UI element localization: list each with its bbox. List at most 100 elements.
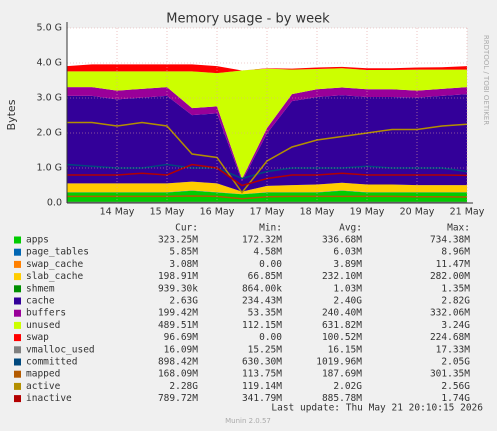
stat-value: 3.89M bbox=[333, 259, 362, 270]
legend-label: shmem bbox=[26, 283, 55, 294]
stat-value: 3.24G bbox=[441, 320, 470, 331]
legend-swatch bbox=[14, 395, 21, 403]
stat-value: 631.82M bbox=[322, 320, 362, 331]
stat-value: 168.09M bbox=[158, 369, 198, 380]
legend-swatch bbox=[14, 346, 21, 354]
stat-value: 119.14M bbox=[242, 381, 282, 392]
legend-label: active bbox=[26, 381, 61, 392]
legend-label: buffers bbox=[26, 308, 66, 319]
x-tick-label: 21 May bbox=[450, 207, 485, 218]
stat-value: 6.03M bbox=[333, 247, 362, 258]
stat-value: 66.85M bbox=[248, 271, 283, 282]
chart-title: Memory usage - by week bbox=[166, 12, 330, 27]
legend-label: inactive bbox=[26, 393, 72, 404]
stat-value: 323.25M bbox=[158, 235, 198, 246]
y-tick-label: 2.0 G bbox=[37, 128, 63, 139]
legend-label: page_tables bbox=[26, 247, 89, 258]
stat-value: 341.79M bbox=[242, 393, 282, 404]
stat-value: 301.35M bbox=[430, 369, 470, 380]
legend-swatch bbox=[14, 358, 21, 366]
stat-value: 96.69M bbox=[164, 332, 199, 343]
stat-value: 898.42M bbox=[158, 357, 198, 368]
y-tick-label: 5.0 G bbox=[37, 23, 63, 34]
legend-swatch bbox=[14, 309, 21, 317]
stat-value: 939.30k bbox=[158, 283, 198, 294]
stat-value: 8.96M bbox=[441, 247, 470, 258]
legend-label: vmalloc_used bbox=[26, 344, 95, 355]
stat-header: Cur: bbox=[175, 223, 198, 234]
legend-label: cache bbox=[26, 296, 55, 307]
stat-value: 864.00k bbox=[242, 283, 282, 294]
x-tick-label: 18 May bbox=[300, 207, 335, 218]
stat-value: 17.33M bbox=[436, 344, 471, 355]
legend-swatch bbox=[14, 236, 21, 244]
stat-value: 332.06M bbox=[430, 308, 470, 319]
y-tick-label: 3.0 G bbox=[37, 93, 63, 104]
side-text: RRDTOOL / TOBI OETIKER bbox=[482, 35, 490, 125]
x-tick-label: 20 May bbox=[400, 207, 435, 218]
last-update: Last update: Thu May 21 20:10:15 2026 bbox=[271, 403, 483, 414]
y-tick-label: 4.0 G bbox=[37, 58, 63, 69]
stat-value: 187.69M bbox=[322, 369, 362, 380]
legend-swatch bbox=[14, 370, 21, 378]
legend-swatch bbox=[14, 248, 21, 256]
legend-swatch bbox=[14, 321, 21, 329]
version: Munin 2.0.57 bbox=[225, 417, 271, 425]
stat-value: 16.15M bbox=[328, 344, 363, 355]
stat-value: 15.25M bbox=[248, 344, 283, 355]
stat-value: 336.68M bbox=[322, 235, 362, 246]
stat-header: Max: bbox=[447, 223, 470, 234]
area bbox=[67, 68, 467, 179]
stat-value: 2.63G bbox=[169, 296, 198, 307]
x-tick-label: 17 May bbox=[250, 207, 285, 218]
stat-value: 53.35M bbox=[248, 308, 283, 319]
stat-value: 2.82G bbox=[441, 296, 470, 307]
legend-swatch bbox=[14, 297, 21, 305]
x-tick-label: 15 May bbox=[150, 207, 185, 218]
stat-value: 16.09M bbox=[164, 344, 199, 355]
stat-value: 1.74G bbox=[441, 393, 470, 404]
legend-label: unused bbox=[26, 320, 60, 331]
stat-value: 2.02G bbox=[333, 381, 362, 392]
legend-swatch bbox=[14, 260, 21, 268]
stat-value: 4.58M bbox=[253, 247, 282, 258]
legend-label: slab_cache bbox=[26, 271, 83, 282]
stat-value: 199.42M bbox=[158, 308, 198, 319]
stat-value: 2.05G bbox=[441, 357, 470, 368]
area bbox=[67, 87, 467, 182]
stat-value: 489.51M bbox=[158, 320, 198, 331]
stat-value: 885.78M bbox=[322, 393, 362, 404]
legend-label: committed bbox=[26, 357, 77, 368]
legend-label: apps bbox=[26, 235, 49, 246]
legend-label: swap bbox=[26, 332, 49, 343]
stat-value: 2.56G bbox=[441, 381, 470, 392]
stat-value: 1.03M bbox=[333, 283, 362, 294]
x-tick-label: 19 May bbox=[350, 207, 385, 218]
stat-value: 789.72M bbox=[158, 393, 198, 404]
y-tick-label: 0.0 bbox=[47, 198, 62, 209]
stat-value: 232.10M bbox=[322, 271, 362, 282]
stat-value: 3.08M bbox=[169, 259, 198, 270]
stat-value: 198.91M bbox=[158, 271, 198, 282]
stat-value: 2.28G bbox=[169, 381, 198, 392]
stat-value: 224.68M bbox=[430, 332, 470, 343]
stat-value: 172.32M bbox=[242, 235, 282, 246]
stat-value: 0.00 bbox=[259, 259, 282, 270]
stat-value: 282.00M bbox=[430, 271, 470, 282]
legend-label: swap_cache bbox=[26, 259, 83, 270]
legend-swatch bbox=[14, 273, 21, 281]
stat-value: 234.43M bbox=[242, 296, 282, 307]
legend-swatch bbox=[14, 285, 21, 293]
legend-swatch bbox=[14, 382, 21, 390]
legend-swatch bbox=[14, 334, 21, 342]
stat-value: 240.40M bbox=[322, 308, 362, 319]
stat-value: 11.47M bbox=[436, 259, 471, 270]
stat-value: 2.40G bbox=[333, 296, 362, 307]
stat-value: 0.00 bbox=[259, 332, 282, 343]
stat-value: 630.30M bbox=[242, 357, 282, 368]
stat-value: 1.35M bbox=[441, 283, 470, 294]
x-tick-label: 14 May bbox=[100, 207, 135, 218]
y-tick-label: 1.0 G bbox=[37, 163, 63, 174]
legend-label: mapped bbox=[26, 369, 60, 380]
area bbox=[67, 190, 467, 195]
